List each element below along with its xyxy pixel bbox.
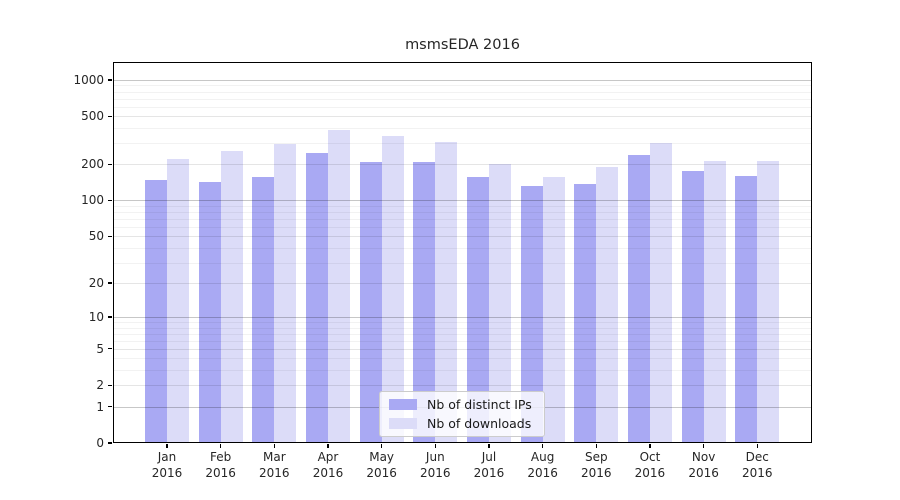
x-tick-mark <box>703 444 705 448</box>
x-tick-label: Jul 2016 <box>473 450 505 480</box>
y-tick-mark <box>108 442 112 444</box>
x-tick-mark <box>381 444 383 448</box>
y-tick-label: 200 <box>81 157 104 172</box>
y-tick-label: 50 <box>88 229 104 244</box>
bar-downloads-jun <box>435 142 458 443</box>
x-tick-label: Jun 2016 <box>420 450 451 480</box>
plot-area <box>113 62 812 443</box>
bar-distinct-ips-aug <box>520 186 543 443</box>
bar-distinct-ips-oct <box>627 154 650 443</box>
x-tick-mark <box>166 444 168 448</box>
x-tick-label: Oct 2016 <box>634 450 666 480</box>
y-tick-label: 20 <box>88 276 104 290</box>
x-tick-mark <box>756 444 758 448</box>
bar-distinct-ips-jul <box>466 176 489 443</box>
y-tick-mark <box>108 384 112 386</box>
bar-distinct-ips-apr <box>305 153 328 443</box>
x-tick-label: Dec 2016 <box>741 450 773 480</box>
bar-downloads-apr <box>327 130 350 443</box>
x-tick-label: Mar 2016 <box>259 450 290 480</box>
bar-distinct-ips-feb <box>198 182 221 443</box>
bar-downloads-aug <box>542 176 565 443</box>
x-tick-mark <box>595 444 597 448</box>
bar-downloads-oct <box>649 143 672 443</box>
x-tick-mark <box>649 444 651 448</box>
y-tick-label: 10 <box>88 309 104 324</box>
x-tick-mark <box>542 444 544 448</box>
legend-label-distinct-ips: Nb of distinct IPs <box>427 397 532 412</box>
bars-layer <box>113 62 812 443</box>
bar-distinct-ips-dec <box>735 175 758 443</box>
bar-downloads-jan <box>167 159 189 443</box>
bar-distinct-ips-sep <box>574 184 597 443</box>
legend: Nb of distinct IPs Nb of downloads <box>379 391 545 437</box>
y-tick-mark <box>108 235 112 237</box>
bar-downloads-nov <box>703 160 726 443</box>
legend-item-distinct-ips: Nb of distinct IPs <box>389 397 544 413</box>
legend-label-downloads: Nb of downloads <box>427 416 532 431</box>
bar-downloads-feb <box>220 151 243 443</box>
bar-downloads-sep <box>596 167 619 443</box>
bar-distinct-ips-mar <box>252 176 275 443</box>
bar-downloads-dec <box>757 161 780 443</box>
bar-distinct-ips-jun <box>413 161 436 443</box>
y-tick-mark <box>108 79 112 81</box>
y-tick-label: 1000 <box>73 72 104 87</box>
x-tick-label: Sep 2016 <box>580 450 612 480</box>
bar-downloads-may <box>381 135 404 443</box>
legend-item-downloads: Nb of downloads <box>389 416 544 432</box>
x-tick-label: Nov 2016 <box>688 450 719 480</box>
x-tick-label: Feb 2016 <box>205 450 236 480</box>
y-tick-mark <box>108 282 112 284</box>
y-tick-label: 5 <box>96 341 104 356</box>
x-tick-mark <box>273 444 275 448</box>
bar-distinct-ips-may <box>359 161 382 443</box>
x-tick-label: May 2016 <box>366 450 397 480</box>
x-tick-label: Jan 2016 <box>151 450 183 480</box>
x-tick-label: Aug 2016 <box>527 450 558 480</box>
legend-swatch-distinct-ips <box>389 398 417 411</box>
bar-distinct-ips-nov <box>681 170 704 443</box>
y-tick-label: 0 <box>96 436 104 450</box>
x-tick-label: Apr 2016 <box>312 450 344 480</box>
y-tick-mark <box>108 316 112 318</box>
y-tick-mark <box>108 405 112 408</box>
y-tick-mark <box>108 163 112 165</box>
y-tick-mark <box>108 115 112 117</box>
y-tick-mark <box>108 199 112 202</box>
y-tick-label: 1 <box>96 399 104 414</box>
chart-title: msmsEDA 2016 <box>405 37 520 53</box>
x-tick-mark <box>327 444 329 448</box>
bar-downloads-jul <box>488 164 511 443</box>
y-tick-label: 2 <box>96 378 104 393</box>
x-tick-mark <box>488 444 490 448</box>
bar-downloads-mar <box>274 143 297 443</box>
y-tick-label: 500 <box>81 109 104 124</box>
x-tick-mark <box>220 444 222 448</box>
x-tick-mark <box>434 444 436 448</box>
y-tick-mark <box>108 348 112 350</box>
bar-distinct-ips-jan <box>145 180 167 443</box>
y-tick-label: 100 <box>81 193 104 208</box>
legend-swatch-downloads <box>389 417 417 430</box>
